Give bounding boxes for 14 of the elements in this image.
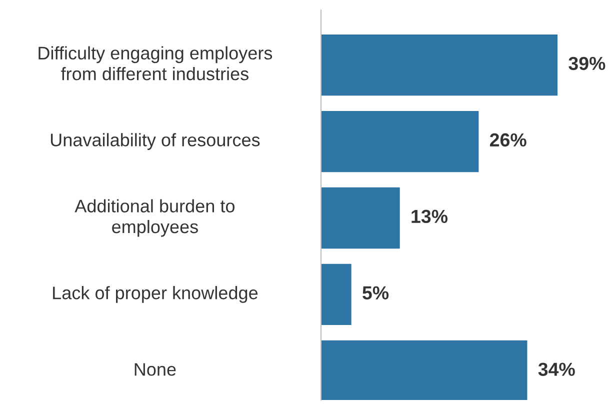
data-label: 13% [412,210,448,224]
y-tick-label: Additional burden to employees [74,199,235,237]
bar [321,110,479,172]
y-tick-label: None [134,363,176,376]
bar [321,34,558,96]
data-label: 5% [362,286,389,300]
bar [321,264,352,326]
y-tick-label: Difficulty engaging employers from different industries [38,46,272,80]
bar [321,187,400,249]
y-tick-label: Lack of proper knowledge [53,286,258,303]
y-tick-label: Unavailability of resources [50,133,260,150]
data-label: 34% [538,362,575,376]
data-label: 39% [568,56,606,70]
data-label: 26% [490,133,526,147]
